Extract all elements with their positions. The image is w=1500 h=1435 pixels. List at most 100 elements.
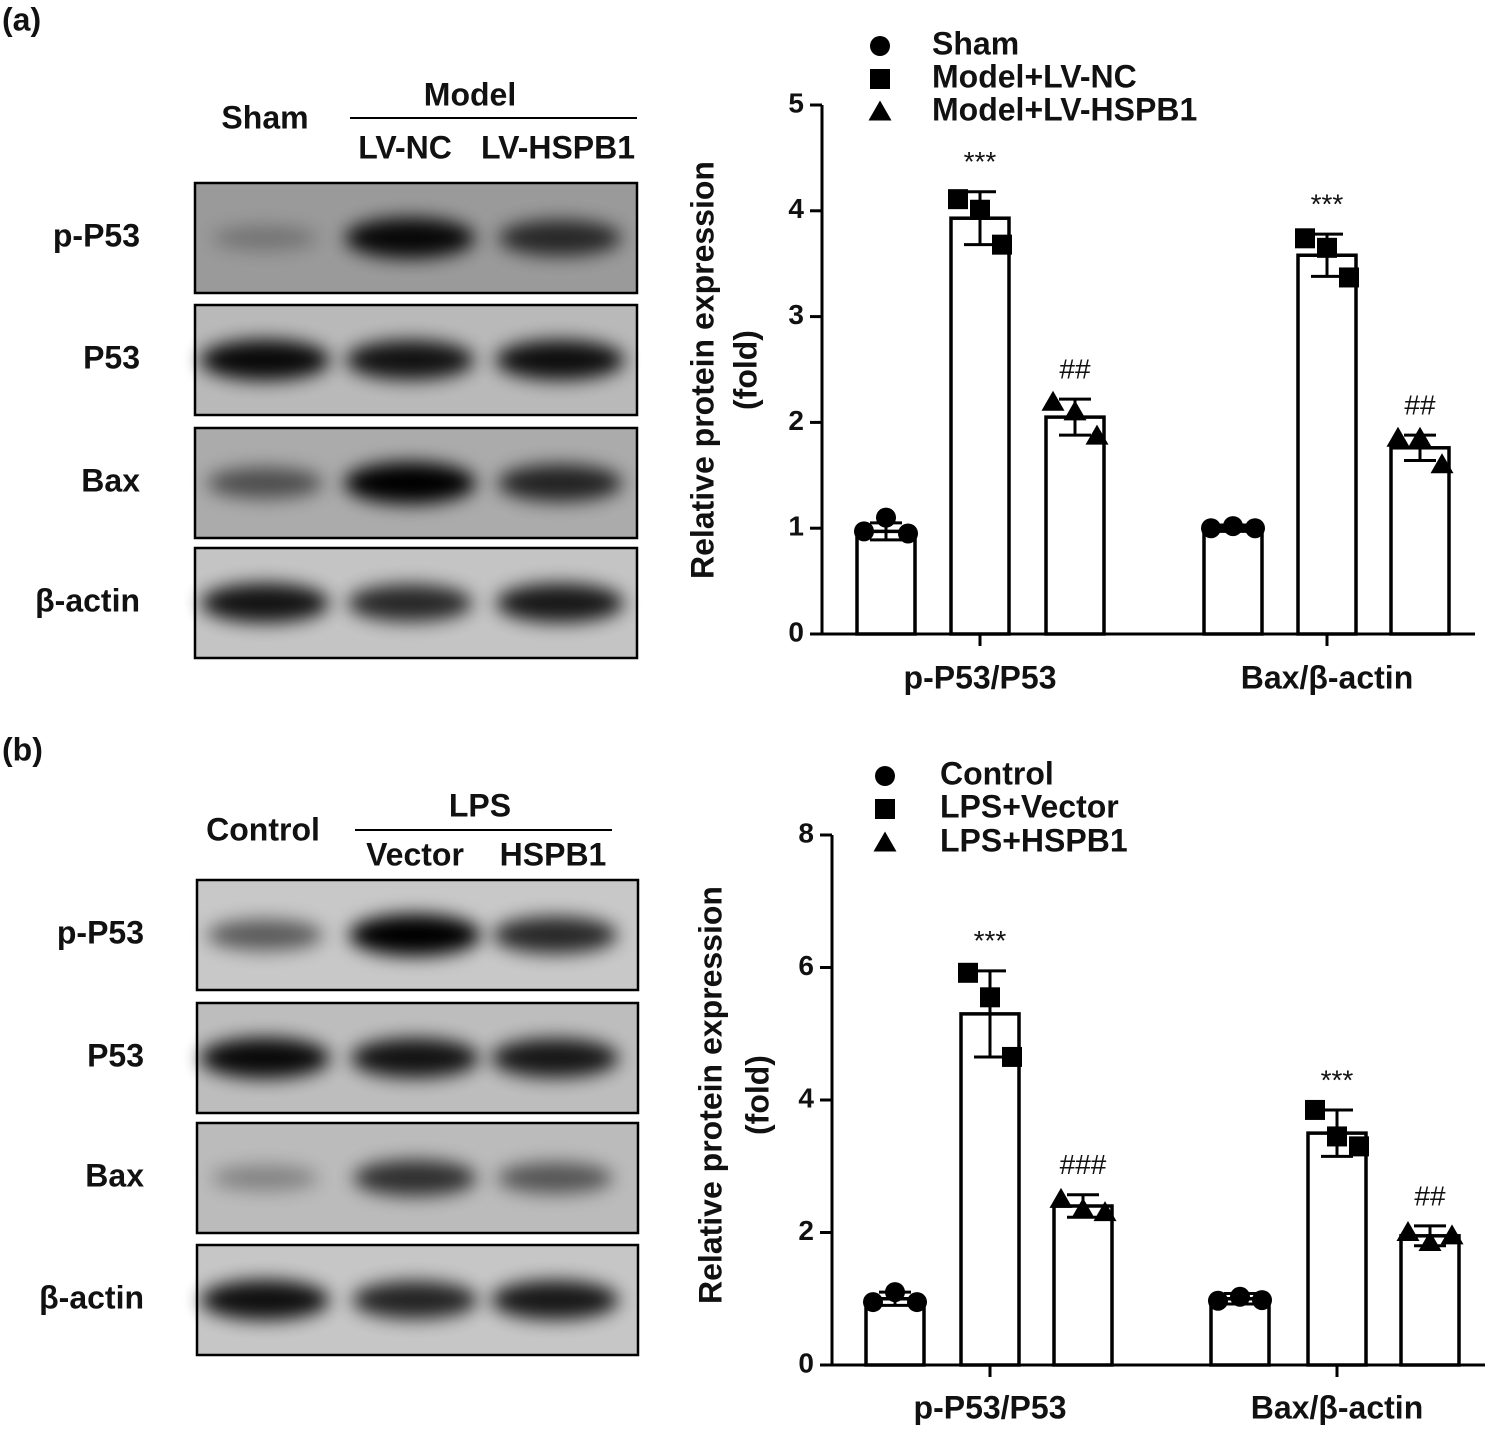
- blot-band: [207, 467, 323, 499]
- significance-label: ###: [1060, 1149, 1107, 1180]
- point: [980, 987, 1000, 1008]
- blot-band: [349, 914, 481, 956]
- significance-label: ***: [1321, 1064, 1354, 1095]
- blot-band: [492, 916, 618, 954]
- legend-marker: [875, 766, 895, 786]
- legend-label: Model+LV-NC: [932, 58, 1137, 94]
- y-axis-label: Relative protein expression: [684, 161, 720, 579]
- legend-marker: [870, 69, 890, 89]
- blot-band: [498, 220, 622, 256]
- point: [1408, 426, 1432, 447]
- point: [1396, 1221, 1420, 1241]
- point: [1349, 1136, 1369, 1157]
- x-tick-label: Bax/β-actin: [1251, 1389, 1423, 1425]
- bar: [1202, 526, 1264, 636]
- y-tick-label: 5: [788, 87, 804, 118]
- legend-label: LPS+HSPB1: [940, 822, 1128, 858]
- row-label: p-P53: [53, 217, 140, 253]
- x-tick-label: p-P53/P53: [904, 659, 1057, 695]
- y-tick-label: 3: [788, 299, 804, 330]
- lane-label: LV-NC: [358, 129, 452, 165]
- point: [885, 1282, 905, 1303]
- row-label: β-actin: [39, 1279, 144, 1315]
- blot-band: [200, 583, 330, 623]
- point: [1430, 453, 1454, 474]
- blot-band: [350, 1038, 480, 1078]
- point: [1230, 1286, 1250, 1307]
- row-label: Bax: [85, 1157, 144, 1193]
- blot-band: [344, 462, 476, 504]
- bar: [1399, 1234, 1461, 1367]
- y-axis-label: (fold): [739, 1055, 775, 1135]
- bar: [1296, 253, 1358, 636]
- blot-band: [347, 584, 473, 622]
- point: [958, 962, 978, 983]
- point: [863, 1292, 883, 1313]
- significance-label: ***: [1311, 188, 1344, 219]
- blot-band: [352, 1281, 478, 1319]
- row-label: p-P53: [57, 914, 144, 950]
- legend-marker: [868, 100, 892, 121]
- y-tick-label: 8: [798, 817, 814, 848]
- blot-band: [345, 340, 475, 380]
- point: [1339, 267, 1359, 288]
- point: [948, 189, 968, 210]
- y-tick-label: 4: [798, 1082, 814, 1113]
- blot-band: [495, 339, 625, 381]
- point: [1049, 1187, 1073, 1208]
- point: [992, 234, 1012, 255]
- y-tick-label: 4: [788, 193, 804, 224]
- blot-band: [212, 226, 318, 250]
- legend-marker: [875, 799, 895, 819]
- significance-label: ***: [974, 925, 1007, 956]
- lane-label: Control: [206, 811, 320, 847]
- significance-label: ##: [1059, 354, 1091, 385]
- blot-band: [199, 1037, 331, 1079]
- error-bar: [974, 969, 1006, 1059]
- blot-band: [491, 1280, 619, 1320]
- bar: [1389, 446, 1451, 636]
- blot-band: [496, 583, 624, 623]
- blot-band: [211, 1165, 319, 1191]
- row-label: P53: [87, 1037, 144, 1073]
- point: [1223, 516, 1243, 537]
- group-label: LPS: [449, 787, 511, 823]
- y-tick-label: 6: [798, 950, 814, 981]
- bar: [1044, 415, 1106, 636]
- point: [1295, 228, 1315, 249]
- y-axis-label: (fold): [727, 330, 763, 410]
- bar: [1306, 1131, 1368, 1367]
- blot-band: [207, 919, 323, 951]
- blot-band: [491, 1038, 619, 1078]
- point: [907, 1292, 927, 1313]
- point: [1327, 1126, 1347, 1147]
- y-tick-label: 1: [788, 511, 804, 542]
- legend-label: Model+LV-HSPB1: [932, 91, 1197, 127]
- point: [1252, 1290, 1272, 1311]
- y-tick-label: 0: [788, 616, 804, 647]
- x-tick-label: Bax/β-actin: [1241, 659, 1413, 695]
- point: [1002, 1046, 1022, 1067]
- blot-band: [199, 339, 331, 381]
- point: [876, 507, 896, 528]
- point: [1386, 426, 1410, 447]
- point: [1041, 390, 1065, 411]
- blot-band: [497, 1162, 613, 1194]
- bar: [1052, 1204, 1114, 1367]
- legend-label: Sham: [932, 25, 1019, 61]
- x-tick-label: p-P53/P53: [914, 1389, 1067, 1425]
- point: [898, 523, 918, 544]
- point: [1085, 424, 1109, 445]
- lane-label: Vector: [366, 836, 464, 872]
- blot-band: [353, 1160, 477, 1196]
- panel-label: (b): [2, 731, 43, 767]
- blot-band: [200, 1279, 330, 1321]
- lane-label: HSPB1: [500, 836, 607, 872]
- row-label: Bax: [81, 462, 140, 498]
- point: [1208, 1290, 1228, 1311]
- lane-label: LV-HSPB1: [481, 129, 635, 165]
- point: [970, 199, 990, 220]
- significance-label: ##: [1404, 389, 1436, 420]
- bar: [855, 529, 917, 636]
